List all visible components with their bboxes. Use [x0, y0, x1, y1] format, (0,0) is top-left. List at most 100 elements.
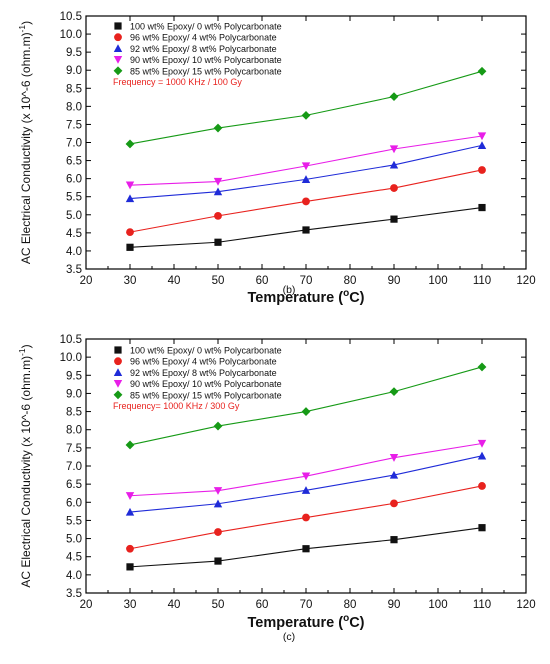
- y-axis-label-main: AC Electrical Conductivity (x 10^-6 (ohm…: [19, 356, 33, 588]
- data-point-s4-110: [477, 132, 487, 141]
- x-tick-label: 80: [344, 599, 357, 611]
- y-axis-label: AC Electrical Conductivity (x 10^-6 (ohm…: [17, 344, 33, 587]
- x-tick-label: 70: [300, 599, 313, 611]
- data-point-s1-30: [126, 563, 134, 571]
- data-point-s1-70: [302, 545, 310, 553]
- legend-label-4: 90 wt% Epoxy/ 10 wt% Polycarbonate: [130, 379, 282, 389]
- legend-label-3: 92 wt% Epoxy/ 8 wt% Polycarbonate: [130, 368, 277, 378]
- data-point-s3-30: [125, 194, 135, 203]
- data-point-s2-50: [214, 528, 222, 536]
- y-tick-label: 9.5: [66, 370, 82, 382]
- data-point-s4-90: [389, 145, 399, 154]
- x-tick-label: 80: [344, 275, 357, 287]
- data-point-s5-50: [213, 123, 223, 133]
- y-axis-label-sup: -1: [17, 348, 27, 356]
- x-tick-label: 40: [168, 275, 181, 287]
- y-tick-label: 7.5: [66, 119, 82, 131]
- legend-marker-2: [114, 357, 122, 366]
- data-point-s5-30: [125, 440, 135, 450]
- x-tick-label: 70: [300, 275, 313, 287]
- y-tick-label: 10.5: [60, 334, 82, 346]
- x-tick-label: 20: [80, 275, 93, 287]
- data-point-s4-110: [477, 439, 487, 448]
- legend-marker-5: [113, 390, 123, 400]
- legend-label-1: 100 wt% Epoxy/ 0 wt% Polycarbonate: [130, 346, 282, 356]
- data-point-s2-30: [126, 544, 134, 553]
- legend-marker-3: [113, 44, 123, 52]
- x-axis-label-main: Temperature (: [247, 615, 343, 631]
- y-tick-label: 4.5: [66, 552, 82, 564]
- data-point-s5-110: [477, 66, 487, 76]
- y-tick-label: 8.0: [66, 425, 82, 437]
- y-tick-label: 4.5: [66, 228, 82, 240]
- data-point-s1-110: [478, 524, 486, 532]
- x-tick-label: 60: [256, 275, 269, 287]
- x-tick-label: 40: [168, 599, 181, 611]
- x-tick-label: 90: [388, 275, 401, 287]
- y-axis-label: AC Electrical Conductivity (x 10^-6 (ohm…: [17, 21, 33, 264]
- y-tick-label: 7.0: [66, 461, 82, 473]
- y-tick-label: 4.0: [66, 246, 82, 258]
- data-point-s4-70: [301, 162, 311, 171]
- data-point-s1-90: [390, 215, 398, 223]
- data-point-s1-110: [478, 203, 486, 212]
- series-line-3: [129, 144, 483, 200]
- data-point-s5-30: [125, 139, 135, 149]
- data-point-s2-70: [302, 197, 310, 206]
- data-point-s4-30: [125, 492, 135, 500]
- x-tick-label: 100: [428, 599, 447, 611]
- legend-label-5: 85 wt% Epoxy/ 15 wt% Polycarbonate: [130, 390, 282, 400]
- legend-label-5: 85 wt% Epoxy/ 15 wt% Polycarbonate: [130, 66, 282, 76]
- data-point-s5-90: [389, 387, 399, 397]
- y-tick-label: 6.0: [66, 497, 82, 509]
- x-axis-label-sup: o: [343, 288, 349, 299]
- data-point-s2-70: [302, 513, 310, 522]
- y-tick-label: 6.0: [66, 174, 82, 186]
- y-tick-label: 8.5: [66, 83, 82, 95]
- x-tick-label: 120: [516, 599, 535, 611]
- data-point-s1-90: [390, 536, 398, 544]
- data-point-s3-70: [301, 175, 311, 183]
- x-axis-label-main: Temperature (: [247, 290, 343, 306]
- legend-marker-5: [113, 66, 123, 76]
- x-axis-label-tail: C): [349, 615, 364, 631]
- y-axis-label-tail: ): [19, 344, 33, 348]
- data-point-s2-110: [478, 166, 486, 174]
- data-point-s5-110: [477, 362, 487, 372]
- y-tick-label: 6.5: [66, 479, 82, 491]
- y-tick-label: 3.5: [66, 264, 82, 276]
- y-tick-label: 5.5: [66, 192, 82, 204]
- x-tick-label: 100: [428, 275, 447, 287]
- y-tick-label: 10.0: [60, 29, 82, 41]
- y-tick-label: 8.5: [66, 407, 82, 419]
- y-tick-label: 9.0: [66, 388, 82, 400]
- data-point-s2-110: [478, 482, 486, 490]
- legend-marker-4: [113, 380, 123, 388]
- x-tick-label: 90: [388, 599, 401, 611]
- legend-label-1: 100 wt% Epoxy/ 0 wt% Polycarbonate: [130, 22, 282, 32]
- data-point-s3-50: [213, 187, 223, 196]
- panel-caption: (b): [283, 284, 296, 296]
- data-point-s4-70: [301, 472, 311, 481]
- y-tick-label: 7.5: [66, 443, 82, 455]
- data-point-s2-30: [126, 228, 134, 237]
- legend-label-2: 96 wt% Epoxy/ 4 wt% Polycarbonate: [130, 33, 277, 43]
- legend-marker-1: [114, 22, 122, 30]
- legend-marker-2: [114, 33, 122, 42]
- y-tick-label: 10.5: [60, 11, 82, 23]
- data-point-s4-50: [213, 177, 223, 186]
- data-point-s4-50: [213, 487, 223, 495]
- x-axis-label-tail: C): [349, 290, 364, 306]
- legend-marker-4: [113, 56, 123, 64]
- x-tick-label: 30: [124, 599, 137, 611]
- data-point-s5-70: [301, 110, 311, 120]
- x-axis-label: Temperature (oC): [247, 288, 364, 306]
- y-tick-label: 3.5: [66, 588, 82, 600]
- chart-panel-2: 20 30 40 50 60 70 80 90 100 110 120 3.5 4.0 4.5 5.0 5.5…: [17, 334, 536, 643]
- legend-marker-3: [113, 368, 123, 376]
- y-tick-label: 8.0: [66, 101, 82, 113]
- data-point-s1-50: [214, 557, 222, 565]
